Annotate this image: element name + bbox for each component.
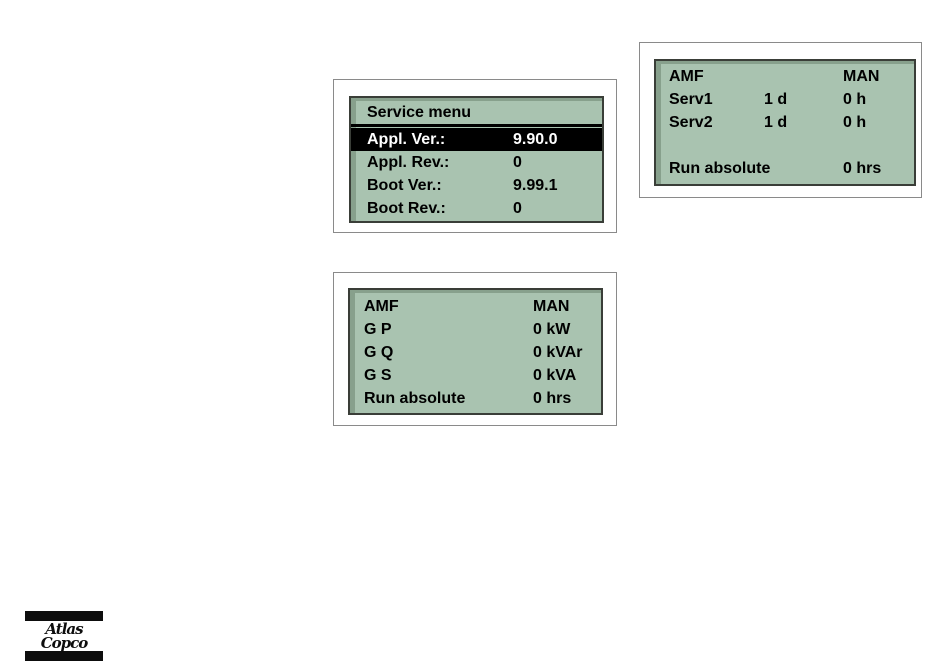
lcd-row: G P 0 kW — [350, 318, 601, 341]
screen-title: Service menu — [367, 104, 472, 121]
row-value: MAN — [843, 68, 880, 85]
figure-frame-service-timers: AMF MAN Serv1 1 d 0 h Serv2 1 d 0 h Run … — [639, 42, 922, 198]
row-value: 0 h — [843, 91, 867, 108]
lcd-screen-generator-power: AMF MAN G P 0 kW G Q 0 kVAr G S 0 kVA Ru… — [348, 288, 603, 415]
row-value: 9.99.1 — [513, 177, 558, 194]
lcd-screen-service-menu: Service menu Appl. Ver.: 9.90.0 Appl. Re… — [349, 96, 604, 223]
header-separator — [351, 124, 602, 127]
row-label: Boot Ver.: — [367, 177, 442, 194]
row-label: Serv2 — [669, 114, 713, 131]
row-label: AMF — [669, 68, 704, 85]
lcd-row: Run absolute 0 hrs — [656, 157, 914, 180]
lcd-row: Run absolute 0 hrs — [350, 387, 601, 410]
lcd-row: Boot Rev.: 0 — [351, 197, 602, 220]
row-label: G S — [364, 367, 392, 384]
figure-frame-service-menu: Service menu Appl. Ver.: 9.90.0 Appl. Re… — [333, 79, 617, 233]
row-label: Appl. Ver.: — [367, 131, 446, 148]
row-label: Serv1 — [669, 91, 713, 108]
lcd-row: AMF MAN — [350, 295, 601, 318]
row-value: 0 — [513, 154, 522, 171]
lcd-row: Appl. Rev.: 0 — [351, 151, 602, 174]
row-value: 9.90.0 — [513, 131, 558, 148]
lcd-row: Serv1 1 d 0 h — [656, 88, 914, 111]
figure-frame-generator-power: AMF MAN G P 0 kW G Q 0 kVAr G S 0 kVA Ru… — [333, 272, 617, 426]
row-label: AMF — [364, 298, 399, 315]
lcd-row: G Q 0 kVAr — [350, 341, 601, 364]
logo-bar-bottom — [25, 651, 103, 661]
lcd-row-blank — [656, 134, 914, 157]
row-value: 0 kVA — [533, 367, 577, 384]
lcd-row: Boot Ver.: 9.99.1 — [351, 174, 602, 197]
row-label: Boot Rev.: — [367, 200, 446, 217]
row-value: 0 — [513, 200, 522, 217]
lcd-row: G S 0 kVA — [350, 364, 601, 387]
highlighted-row: Appl. Ver.: 9.90.0 — [351, 128, 602, 151]
lcd-row: AMF MAN — [656, 65, 914, 88]
logo-bar-top — [25, 611, 103, 621]
lcd-row: Serv2 1 d 0 h — [656, 111, 914, 134]
row-label: G Q — [364, 344, 394, 361]
lcd-screen-service-timers: AMF MAN Serv1 1 d 0 h Serv2 1 d 0 h Run … — [654, 59, 916, 186]
row-value: 0 hrs — [843, 160, 882, 177]
row-value: 0 kW — [533, 321, 571, 338]
row-label: Run absolute — [364, 390, 466, 407]
logo-text: Atlas Copco — [40, 620, 89, 652]
row-value: 0 h — [843, 114, 867, 131]
row-value: 0 kVAr — [533, 344, 583, 361]
row-label: Run absolute — [669, 160, 771, 177]
row-label: G P — [364, 321, 392, 338]
row-value-days: 1 d — [764, 114, 788, 131]
row-value: MAN — [533, 298, 570, 315]
lcd-header-row: Service menu — [351, 101, 602, 124]
atlas-copco-logo: Atlas Copco — [21, 611, 107, 661]
row-label: Appl. Rev.: — [367, 154, 450, 171]
row-value-days: 1 d — [764, 91, 788, 108]
row-value: 0 hrs — [533, 390, 572, 407]
